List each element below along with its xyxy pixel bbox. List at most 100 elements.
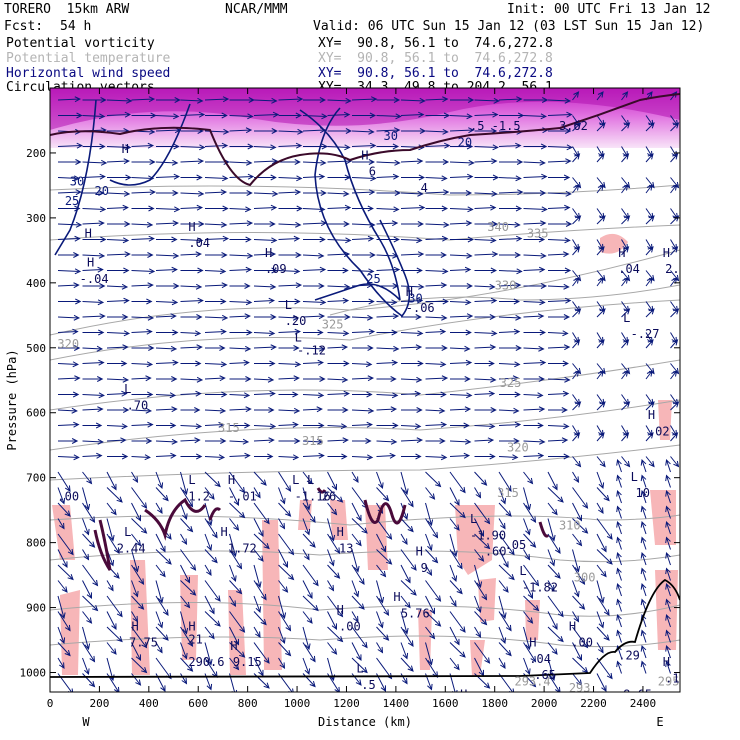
circulation-vector xyxy=(474,502,491,525)
circulation-vector xyxy=(303,329,324,336)
circulation-vector xyxy=(131,564,145,585)
circulation-vector xyxy=(351,407,375,414)
circulation-vector xyxy=(278,252,302,258)
circulation-vector xyxy=(229,611,246,633)
x-tick-label: 1000 xyxy=(284,697,311,710)
extremum-label: H xyxy=(529,636,536,650)
circulation-vector xyxy=(180,642,188,660)
circulation-vector xyxy=(204,328,227,335)
circulation-vector xyxy=(351,454,374,461)
circulation-vector xyxy=(670,153,679,163)
circulation-vector xyxy=(474,283,496,290)
circulation-vector xyxy=(82,452,103,459)
circulation-vector xyxy=(155,299,179,306)
circulation-vector xyxy=(57,518,65,530)
circulation-vector xyxy=(523,266,546,273)
circulation-vector xyxy=(254,128,278,134)
circulation-vector xyxy=(474,518,485,537)
extremum-label: L xyxy=(623,311,630,325)
circulation-vector xyxy=(253,437,275,444)
circulation-vector xyxy=(572,487,589,509)
pv-contour xyxy=(208,507,222,521)
circulation-vector xyxy=(498,487,507,505)
circulation-vector xyxy=(106,251,131,258)
circulation-vector xyxy=(107,221,131,227)
extremum-label: H xyxy=(220,525,227,539)
circulation-vector xyxy=(302,173,326,180)
circulation-vector xyxy=(645,339,654,349)
circulation-vector xyxy=(131,533,142,547)
circulation-vector xyxy=(253,580,267,601)
x-tick-label: 1400 xyxy=(383,697,410,710)
circulation-vector xyxy=(131,175,155,182)
circulation-vector xyxy=(327,267,349,274)
circulation-vector xyxy=(498,454,519,461)
circulation-vector xyxy=(616,474,622,488)
circulation-vector xyxy=(254,267,278,274)
circulation-vector xyxy=(57,407,78,414)
circulation-vector xyxy=(621,91,629,101)
circulation-vector xyxy=(498,502,512,517)
circulation-vector xyxy=(303,97,326,103)
extremum-label: -1.16 xyxy=(295,489,331,503)
circulation-vector xyxy=(498,235,523,242)
pink-shading-patch xyxy=(525,600,540,640)
circulation-vector xyxy=(616,660,622,674)
wind-label: 25 xyxy=(366,272,380,286)
circulation-vector xyxy=(523,299,546,306)
circulation-vector xyxy=(400,549,417,571)
circulation-vector xyxy=(58,159,82,165)
circulation-vector xyxy=(376,345,400,352)
circulation-vector xyxy=(400,237,423,244)
circulation-vector xyxy=(400,471,409,496)
circulation-vector xyxy=(596,153,605,163)
circulation-vector xyxy=(400,533,408,545)
circulation-vector xyxy=(204,518,218,539)
circulation-vector xyxy=(131,657,148,674)
circulation-vector xyxy=(645,456,655,468)
pv-contour xyxy=(316,487,327,494)
circulation-vector xyxy=(351,328,376,335)
circulation-vector xyxy=(376,611,384,629)
circulation-vector xyxy=(547,423,570,430)
circulation-vector xyxy=(449,159,475,166)
circulation-vector xyxy=(474,330,498,337)
circulation-vector xyxy=(155,487,169,502)
x-tick-label: 400 xyxy=(139,697,159,710)
circulation-vector xyxy=(474,144,499,151)
circulation-vector xyxy=(449,266,472,273)
x-tick-label: 600 xyxy=(188,697,208,710)
circulation-vector xyxy=(131,235,155,242)
extremum-label: .04 xyxy=(188,236,210,250)
circulation-vector xyxy=(376,159,401,166)
extremum-label: -1.90 xyxy=(470,528,506,542)
extremum-label: H xyxy=(663,246,670,260)
extremum-label: 5.76 xyxy=(401,606,430,620)
circulation-vector xyxy=(523,329,546,336)
circulation-vector xyxy=(547,111,573,118)
circulation-vector xyxy=(106,437,127,444)
extremum-label: H xyxy=(406,285,413,299)
circulation-vector xyxy=(253,344,277,351)
circulation-vector xyxy=(376,438,398,445)
extremum-label: L xyxy=(295,330,302,344)
circulation-vector xyxy=(596,184,604,194)
circulation-vector xyxy=(82,673,96,688)
extremum-label: 7.75 xyxy=(129,636,158,650)
circulation-vector xyxy=(180,158,205,165)
model-label: TORERO 15km ARW xyxy=(4,2,130,17)
circulation-vector xyxy=(229,626,240,646)
extremum-label: 10 xyxy=(636,486,650,500)
circulation-vector xyxy=(596,308,606,318)
circulation-vector xyxy=(523,97,549,103)
circulation-vector xyxy=(82,422,103,429)
circulation-vector xyxy=(376,190,401,196)
circulation-vector xyxy=(229,173,255,180)
circulation-vector xyxy=(665,660,671,674)
circulation-vector xyxy=(278,205,303,212)
circulation-vector xyxy=(449,611,466,633)
circulation-vector xyxy=(572,502,583,522)
plot-frame xyxy=(49,87,681,693)
circulation-vector xyxy=(523,533,537,548)
circulation-vector xyxy=(616,629,622,643)
